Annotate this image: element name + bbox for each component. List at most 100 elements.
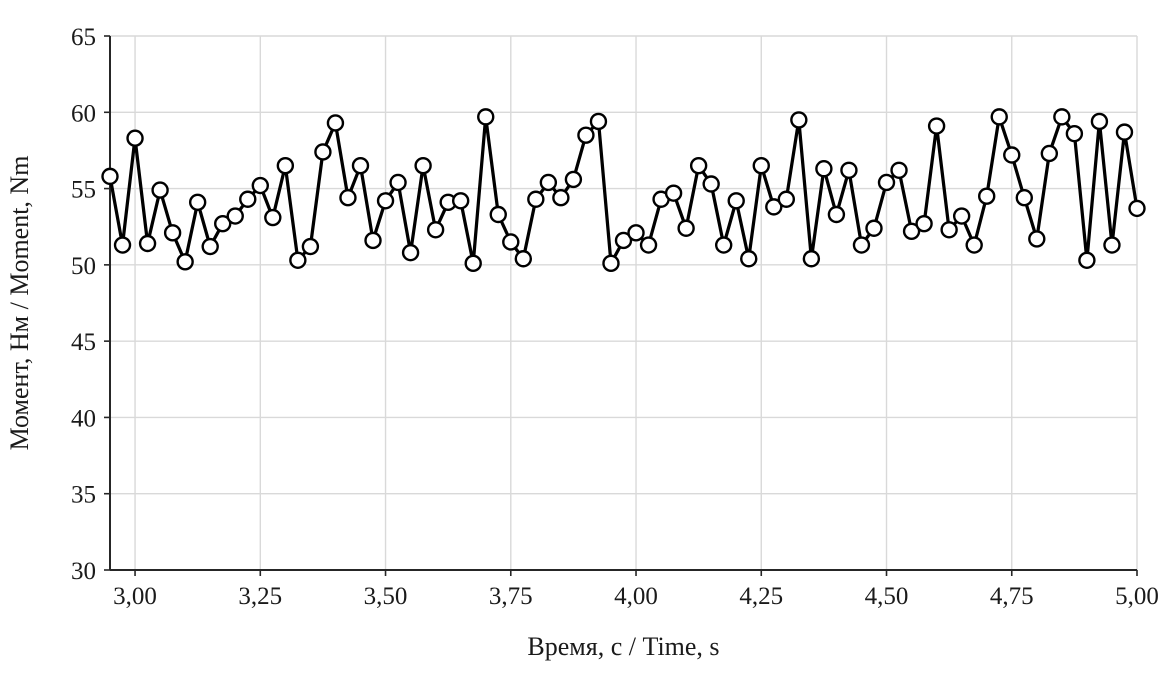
data-point-marker: [477, 108, 495, 126]
data-point-marker: [138, 234, 157, 253]
y-tick-label: 55: [71, 177, 96, 204]
data-point-marker: [201, 237, 219, 256]
data-point-marker: [1015, 189, 1033, 207]
data-point-marker: [564, 170, 583, 189]
data-point-marker: [990, 108, 1008, 126]
data-point-marker: [539, 173, 558, 192]
data-point-marker: [276, 156, 295, 175]
data-point-marker: [1065, 124, 1084, 143]
data-point-marker: [902, 222, 921, 240]
data-series: [101, 108, 1146, 273]
x-tick-label: 5,00: [1115, 583, 1159, 610]
data-point-marker: [815, 160, 833, 178]
data-point-marker: [790, 111, 808, 129]
data-point-marker: [689, 156, 708, 175]
x-tick-label: 4,75: [990, 583, 1034, 610]
data-point-marker: [226, 207, 244, 225]
y-tick-label: 65: [71, 24, 96, 51]
data-point-marker: [414, 156, 432, 175]
data-point-marker: [978, 187, 996, 205]
data-point-marker: [927, 117, 946, 135]
data-point-marker: [1115, 123, 1134, 141]
data-point-marker: [326, 114, 345, 132]
gridlines: [110, 35, 1138, 571]
y-tick-label: 35: [71, 482, 96, 509]
y-tick-label: 30: [71, 558, 96, 585]
data-point-marker: [502, 233, 520, 251]
data-point-marker: [289, 251, 307, 269]
tick-labels: 3,00 3,25 3,50 3,75 4,00 4,25 4,50 4,75 5,00 30 35…: [71, 24, 1159, 610]
data-point-marker: [639, 236, 658, 254]
data-point-marker: [151, 181, 169, 199]
data-point-marker: [915, 214, 933, 233]
y-tick-label: 40: [71, 405, 96, 432]
x-tick-label: 3,00: [113, 583, 157, 610]
data-point-marker: [702, 175, 720, 193]
data-point-marker: [176, 253, 194, 271]
x-tick-label: 4,25: [739, 583, 783, 610]
data-point-marker: [251, 176, 269, 195]
data-point-marker: [426, 221, 445, 239]
data-point-marker: [514, 250, 533, 268]
data-point-marker: [1078, 251, 1096, 269]
data-point-marker: [765, 198, 783, 216]
data-point-marker: [364, 231, 382, 250]
data-point-marker: [1103, 236, 1121, 254]
data-point-marker: [1040, 144, 1059, 163]
data-point-marker: [314, 143, 332, 161]
data-point-marker: [865, 219, 883, 237]
data-point-marker: [614, 231, 633, 250]
data-point-marker: [126, 129, 144, 147]
x-tick-label: 4,00: [614, 583, 658, 610]
data-point-marker: [389, 173, 407, 192]
data-point-marker: [188, 193, 207, 212]
data-point-marker: [301, 237, 320, 256]
data-point-marker: [952, 207, 971, 225]
data-point-marker: [351, 156, 370, 175]
data-point-marker: [714, 236, 733, 254]
data-point-marker: [1028, 230, 1046, 248]
x-tick-label: 4,50: [865, 583, 909, 610]
x-axis-title: Время, с / Time, s: [527, 632, 719, 661]
data-point-marker: [677, 219, 695, 237]
data-point-marker: [163, 224, 182, 242]
data-point-marker: [852, 236, 871, 254]
data-point-marker: [239, 190, 257, 208]
y-tick-label: 45: [71, 329, 96, 356]
data-point-marker: [401, 243, 420, 262]
data-point-marker: [214, 214, 232, 233]
data-point-marker: [740, 250, 758, 268]
data-point-marker: [627, 224, 645, 242]
data-point-marker: [113, 236, 132, 254]
data-point-marker: [877, 173, 896, 192]
data-point-marker: [527, 190, 545, 208]
data-point-marker: [464, 254, 482, 273]
data-point-marker: [489, 205, 507, 224]
data-point-marker: [940, 221, 958, 239]
data-point-marker: [802, 250, 821, 268]
data-point-marker: [552, 189, 570, 207]
x-tick-label: 3,25: [238, 583, 282, 610]
y-axis-title: Момент, Нм / Moment, Nm: [5, 156, 34, 451]
data-point-marker: [965, 236, 983, 254]
data-point-marker: [376, 192, 395, 210]
x-tick-label: 3,50: [364, 583, 408, 610]
data-point-marker: [840, 161, 858, 179]
data-point-marker: [1053, 108, 1071, 126]
axes: [104, 35, 1138, 576]
data-point-marker: [577, 126, 595, 144]
data-point-marker: [777, 190, 796, 208]
y-tick-label: 60: [71, 100, 96, 127]
data-point-marker: [339, 189, 357, 207]
data-point-marker: [264, 208, 282, 227]
x-tick-label: 3,75: [489, 583, 533, 610]
data-point-marker: [827, 205, 846, 224]
data-point-marker: [451, 192, 470, 210]
data-point-marker: [890, 161, 908, 179]
data-point-marker: [602, 254, 620, 273]
data-point-marker: [589, 112, 608, 131]
data-point-marker: [1003, 146, 1021, 164]
data-point-marker: [101, 167, 119, 186]
